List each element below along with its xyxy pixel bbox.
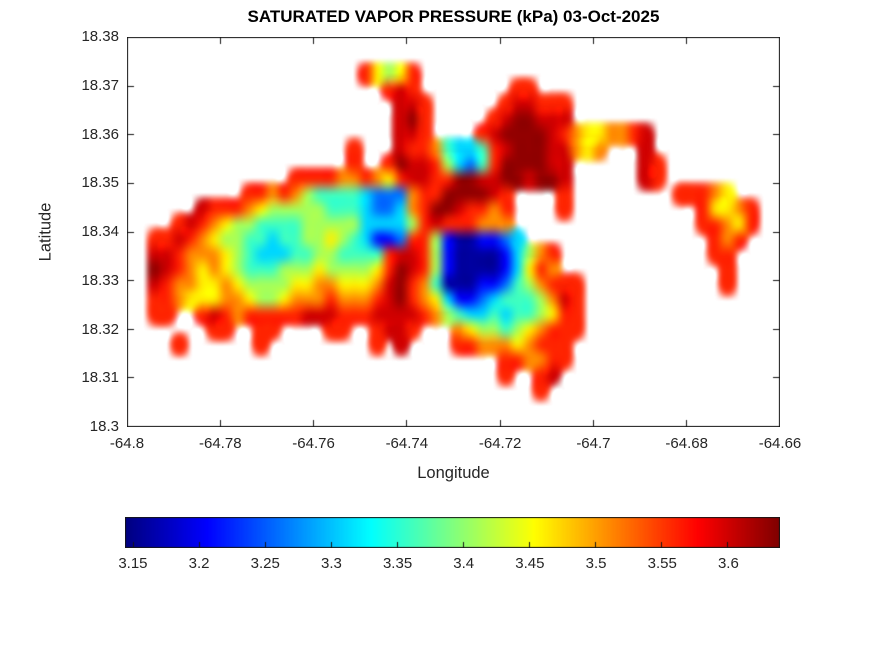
colorbar-tick-label: 3.2 [188,555,210,572]
colorbar-tick-label: 3.4 [453,555,475,572]
y-tick-label: 18.35 [81,174,119,192]
colorbar-canvas [125,517,780,548]
colorbar-tick-label: 3.25 [250,555,280,572]
x-tick-label: -64.72 [478,435,522,452]
y-tick-label: 18.36 [81,125,119,143]
y-tick-label: 18.3 [89,418,119,435]
colorbar-tick-label: 3.55 [647,555,677,572]
y-tick-label: 18.32 [81,320,119,338]
colorbar-tick-label: 3.5 [585,555,607,572]
x-tick-label: -64.7 [576,435,611,452]
plot-area [127,37,780,427]
y-tick-label: 18.37 [81,76,119,94]
colorbar-tick-label: 3.3 [320,555,342,572]
y-tick-label: 18.38 [81,28,119,45]
x-tick-label: -64.78 [199,435,242,452]
colorbar [125,517,780,548]
colorbar-tick-label: 3.15 [118,555,148,572]
y-axis-label: Latitude [36,202,55,262]
colorbar-tick-label: 3.35 [382,555,413,572]
y-tick-label: 18.31 [81,369,119,387]
heatmap-canvas [127,37,780,427]
colorbar-tick-label: 3.45 [515,555,545,572]
figure-title: SATURATED VAPOR PRESSURE (kPa) 03-Oct-20… [247,7,660,26]
y-tick-label: 18.33 [81,271,119,289]
x-tick-label: -64.66 [758,435,802,452]
x-tick-label: -64.8 [109,435,145,452]
x-tick-label: -64.68 [665,435,708,452]
colorbar-tick-label: 3.6 [717,555,739,572]
x-axis-label: Longitude [417,464,490,482]
x-tick-label: -64.74 [385,435,429,452]
y-tick-label: 18.34 [81,223,119,240]
x-tick-label: -64.76 [292,435,335,452]
